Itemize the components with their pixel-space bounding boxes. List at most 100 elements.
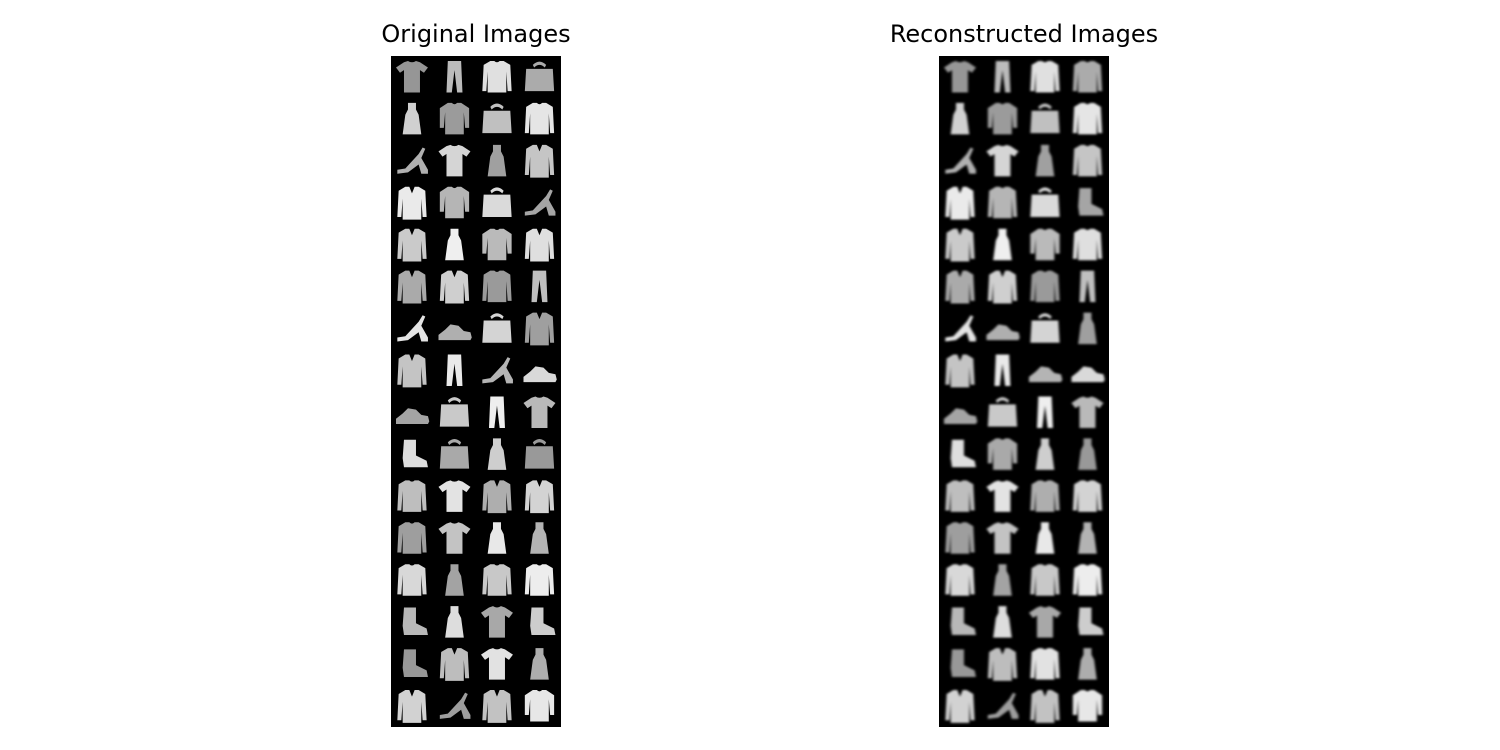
thumbnail-dress (445, 564, 464, 596)
thumbnail-sandal (945, 147, 976, 174)
thumbnail-pullover (1072, 144, 1103, 177)
thumbnail-tshirt (1028, 606, 1061, 638)
thumbnail-coat (397, 270, 427, 304)
thumbnail-dress (1035, 438, 1055, 470)
thumbnail-trouser (446, 354, 463, 387)
thumbnail-boot (402, 607, 428, 636)
thumbnail-boot (950, 607, 976, 636)
thumbnail-trouser (531, 270, 548, 303)
thumbnail-pullover (482, 564, 512, 596)
thumbnail-sandal (397, 315, 428, 342)
thumbnail-coat (945, 228, 975, 262)
thumbnail-bag (439, 397, 470, 427)
thumbnail-pullover (1072, 102, 1103, 135)
original-images-title: Original Images (381, 20, 571, 48)
thumbnail-coat (482, 480, 512, 514)
thumbnail-pullover (1030, 60, 1060, 93)
thumbnail-dress (530, 522, 549, 554)
thumbnail-boot (1078, 607, 1104, 636)
thumbnail-pullover (1030, 648, 1060, 680)
thumbnail-coat (987, 648, 1018, 681)
thumbnail-shirt (439, 102, 470, 135)
thumbnail-dress (1078, 522, 1097, 554)
thumbnail-pullover (397, 522, 427, 554)
thumbnail-pullover (482, 270, 512, 303)
thumbnail-bag (482, 187, 512, 217)
thumbnail-pullover (1072, 60, 1103, 93)
thumbnail-trouser (994, 60, 1011, 93)
thumbnail-coat (524, 144, 555, 178)
thumbnail-shirt (482, 228, 512, 261)
thumbnail-shirt (524, 690, 555, 722)
thumbnail-dress (1035, 144, 1055, 177)
thumbnail-pullover (1030, 480, 1060, 512)
thumbnail-shirt (439, 186, 470, 219)
thumbnail-dress (487, 522, 507, 554)
thumbnail-coat (945, 690, 975, 723)
thumbnail-coat (439, 648, 470, 681)
thumbnail-pullover (1030, 564, 1060, 596)
thumbnail-pullover (1072, 480, 1103, 512)
thumbnail-boot (950, 439, 976, 468)
thumbnail-coat (524, 480, 555, 514)
thumbnail-tshirt (1071, 396, 1104, 428)
thumbnail-coat (945, 270, 975, 304)
thumbnail-sneaker (438, 324, 472, 341)
thumbnail-sandal (524, 189, 556, 216)
thumbnail-pullover (397, 480, 427, 512)
thumbnail-dress (1035, 522, 1055, 554)
thumbnail-coat (397, 690, 427, 723)
thumbnail-bag (439, 439, 470, 469)
thumbnail-sandal (482, 357, 513, 384)
thumbnail-shirt (987, 438, 1018, 470)
thumbnail-coat (1030, 690, 1060, 723)
thumbnail-sneaker (943, 408, 978, 425)
thumbnail-sneaker (1071, 366, 1105, 383)
thumbnail-pullover (482, 60, 512, 93)
thumbnail-trouser (1036, 396, 1053, 428)
thumbnail-coat (945, 186, 975, 220)
original-images-canvas (391, 56, 561, 727)
thumbnail-trouser (1079, 270, 1096, 303)
thumbnail-dress (530, 648, 549, 680)
thumbnail-sneaker (1028, 366, 1063, 383)
thumbnail-dress (445, 606, 464, 638)
thumbnail-dress (1078, 438, 1097, 470)
thumbnail-pullover (524, 102, 555, 135)
thumbnail-dress (993, 606, 1012, 638)
thumbnail-boot (402, 439, 428, 468)
thumbnail-trouser (488, 396, 505, 428)
thumbnail-shirt (987, 102, 1018, 135)
thumbnail-boot (950, 649, 976, 677)
thumbnail-dress (1078, 312, 1097, 345)
thumbnail-coat (524, 228, 555, 262)
thumbnail-bag (524, 439, 555, 469)
thumbnail-boot (1078, 188, 1104, 216)
thumbnail-sandal (397, 147, 428, 174)
thumbnail-bag (987, 397, 1018, 427)
thumbnail-coat (524, 312, 555, 346)
thumbnail-dress (950, 102, 970, 135)
thumbnail-boot (402, 649, 428, 677)
thumbnail-pullover (1072, 228, 1103, 261)
thumbnail-bag (482, 313, 512, 343)
thumbnail-pullover (945, 480, 975, 512)
thumbnail-sandal (439, 692, 471, 719)
thumbnail-coat (439, 270, 470, 304)
reconstructed-images-title: Reconstructed Images (889, 20, 1159, 48)
thumbnail-sneaker (523, 366, 557, 383)
thumbnail-dress (993, 228, 1012, 261)
thumbnail-bag (1030, 313, 1060, 343)
thumbnail-sandal (987, 692, 1019, 719)
thumbnail-coat (397, 354, 427, 388)
thumbnail-coat (397, 228, 427, 262)
thumbnail-shirt (1030, 228, 1060, 261)
thumbnail-trouser (446, 60, 463, 93)
reconstructed-images-grid (939, 56, 1109, 727)
thumbnail-pullover (945, 564, 975, 596)
thumbnail-sandal (945, 315, 976, 342)
thumbnail-coat (945, 354, 975, 388)
thumbnail-pullover (987, 186, 1018, 219)
original-images-grid (391, 56, 561, 727)
thumbnail-bag (482, 103, 512, 134)
